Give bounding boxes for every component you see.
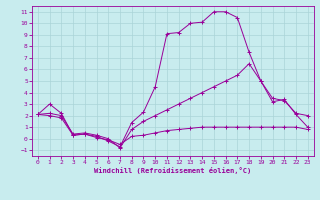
X-axis label: Windchill (Refroidissement éolien,°C): Windchill (Refroidissement éolien,°C) [94, 167, 252, 174]
